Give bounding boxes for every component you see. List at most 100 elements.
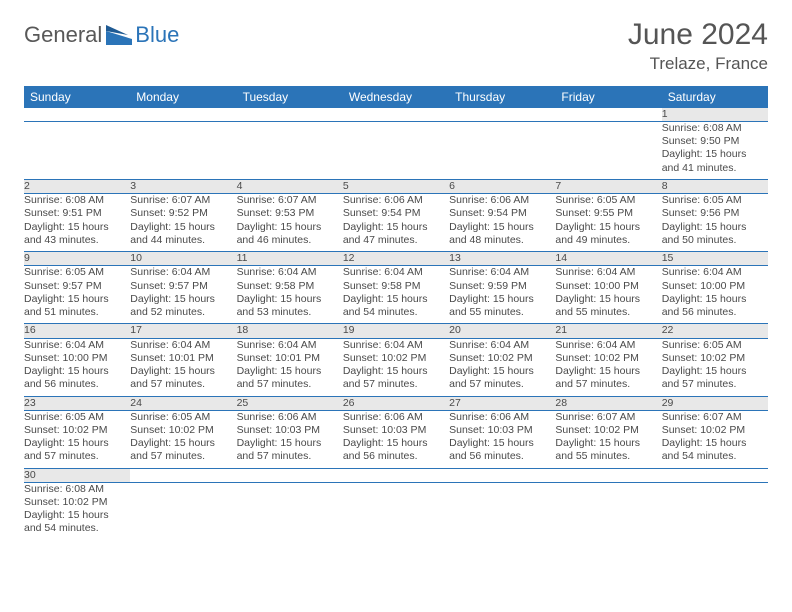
day-cell: Sunrise: 6:04 AMSunset: 9:57 PMDaylight:… [130, 266, 236, 324]
sunrise-text: Sunrise: 6:07 AM [130, 194, 236, 207]
daylight-text: and 54 minutes. [343, 306, 449, 319]
sunrise-text: Sunrise: 6:04 AM [343, 339, 449, 352]
sunrise-text: Sunrise: 6:07 AM [555, 411, 661, 424]
daylight-text: and 56 minutes. [449, 450, 555, 463]
sunrise-text: Sunrise: 6:04 AM [237, 266, 343, 279]
sunrise-text: Sunrise: 6:04 AM [449, 339, 555, 352]
day-number [662, 468, 768, 482]
daylight-text: and 44 minutes. [130, 234, 236, 247]
sunset-text: Sunset: 9:50 PM [662, 135, 768, 148]
day-number: 25 [237, 396, 343, 410]
daylight-text: Daylight: 15 hours [449, 221, 555, 234]
day-number: 13 [449, 252, 555, 266]
sunset-text: Sunset: 10:03 PM [449, 424, 555, 437]
day-cell: Sunrise: 6:04 AMSunset: 10:02 PMDaylight… [343, 338, 449, 396]
daylight-text: Daylight: 15 hours [24, 293, 130, 306]
daylight-text: Daylight: 15 hours [237, 221, 343, 234]
day-number: 23 [24, 396, 130, 410]
sunrise-text: Sunrise: 6:04 AM [662, 266, 768, 279]
sunset-text: Sunset: 9:51 PM [24, 207, 130, 220]
sunrise-text: Sunrise: 6:06 AM [237, 411, 343, 424]
title-block: June 2024 Trelaze, France [628, 18, 768, 74]
sunset-text: Sunset: 10:02 PM [555, 352, 661, 365]
day-cell [237, 122, 343, 180]
sunrise-text: Sunrise: 6:05 AM [24, 266, 130, 279]
sunrise-text: Sunrise: 6:07 AM [662, 411, 768, 424]
day-number: 9 [24, 252, 130, 266]
sunset-text: Sunset: 10:03 PM [343, 424, 449, 437]
day-number-row: 1 [24, 108, 768, 122]
day-detail-row: Sunrise: 6:08 AMSunset: 9:51 PMDaylight:… [24, 194, 768, 252]
day-cell [130, 122, 236, 180]
daylight-text: and 43 minutes. [24, 234, 130, 247]
sunrise-text: Sunrise: 6:05 AM [555, 194, 661, 207]
sunset-text: Sunset: 10:02 PM [343, 352, 449, 365]
day-number: 29 [662, 396, 768, 410]
day-detail-row: Sunrise: 6:08 AMSunset: 10:02 PMDaylight… [24, 482, 768, 540]
sunrise-text: Sunrise: 6:04 AM [130, 266, 236, 279]
sunrise-text: Sunrise: 6:04 AM [24, 339, 130, 352]
day-detail-row: Sunrise: 6:05 AMSunset: 10:02 PMDaylight… [24, 410, 768, 468]
day-cell: Sunrise: 6:06 AMSunset: 9:54 PMDaylight:… [343, 194, 449, 252]
sunset-text: Sunset: 9:55 PM [555, 207, 661, 220]
day-cell: Sunrise: 6:07 AMSunset: 9:53 PMDaylight:… [237, 194, 343, 252]
day-cell: Sunrise: 6:07 AMSunset: 9:52 PMDaylight:… [130, 194, 236, 252]
daylight-text: Daylight: 15 hours [130, 221, 236, 234]
sunrise-text: Sunrise: 6:04 AM [449, 266, 555, 279]
sunset-text: Sunset: 10:02 PM [555, 424, 661, 437]
day-cell [343, 122, 449, 180]
flag-icon [106, 25, 132, 45]
daylight-text: and 57 minutes. [449, 378, 555, 391]
day-cell: Sunrise: 6:04 AMSunset: 10:00 PMDaylight… [24, 338, 130, 396]
day-number [343, 108, 449, 122]
daylight-text: Daylight: 15 hours [662, 437, 768, 450]
sunset-text: Sunset: 9:58 PM [343, 280, 449, 293]
daylight-text: Daylight: 15 hours [449, 437, 555, 450]
daylight-text: Daylight: 15 hours [237, 365, 343, 378]
sunset-text: Sunset: 10:02 PM [662, 424, 768, 437]
brand-name-2: Blue [135, 24, 179, 46]
day-detail-row: Sunrise: 6:05 AMSunset: 9:57 PMDaylight:… [24, 266, 768, 324]
daylight-text: and 57 minutes. [237, 378, 343, 391]
day-number-row: 9101112131415 [24, 252, 768, 266]
day-number [449, 468, 555, 482]
sunrise-text: Sunrise: 6:07 AM [237, 194, 343, 207]
day-number: 3 [130, 180, 236, 194]
day-number: 16 [24, 324, 130, 338]
day-cell: Sunrise: 6:08 AMSunset: 10:02 PMDaylight… [24, 482, 130, 540]
sunset-text: Sunset: 9:58 PM [237, 280, 343, 293]
sunrise-text: Sunrise: 6:06 AM [449, 411, 555, 424]
sunset-text: Sunset: 10:01 PM [237, 352, 343, 365]
daylight-text: and 46 minutes. [237, 234, 343, 247]
daylight-text: Daylight: 15 hours [343, 437, 449, 450]
day-number [237, 108, 343, 122]
sunrise-text: Sunrise: 6:05 AM [24, 411, 130, 424]
daylight-text: Daylight: 15 hours [662, 293, 768, 306]
daylight-text: Daylight: 15 hours [237, 437, 343, 450]
sunrise-text: Sunrise: 6:04 AM [130, 339, 236, 352]
day-cell: Sunrise: 6:05 AMSunset: 9:57 PMDaylight:… [24, 266, 130, 324]
weekday-header: Thursday [449, 86, 555, 108]
daylight-text: and 51 minutes. [24, 306, 130, 319]
daylight-text: Daylight: 15 hours [555, 221, 661, 234]
sunset-text: Sunset: 10:02 PM [24, 424, 130, 437]
daylight-text: Daylight: 15 hours [237, 293, 343, 306]
sunrise-text: Sunrise: 6:04 AM [555, 266, 661, 279]
daylight-text: and 57 minutes. [130, 378, 236, 391]
day-cell: Sunrise: 6:04 AMSunset: 9:58 PMDaylight:… [343, 266, 449, 324]
daylight-text: and 54 minutes. [662, 450, 768, 463]
day-cell [449, 482, 555, 540]
daylight-text: and 57 minutes. [343, 378, 449, 391]
day-number: 5 [343, 180, 449, 194]
day-number: 22 [662, 324, 768, 338]
day-number: 28 [555, 396, 661, 410]
daylight-text: and 52 minutes. [130, 306, 236, 319]
daylight-text: and 53 minutes. [237, 306, 343, 319]
daylight-text: and 56 minutes. [662, 306, 768, 319]
daylight-text: and 57 minutes. [24, 450, 130, 463]
daylight-text: Daylight: 15 hours [662, 365, 768, 378]
sunrise-text: Sunrise: 6:04 AM [237, 339, 343, 352]
daylight-text: and 54 minutes. [24, 522, 130, 535]
day-cell [24, 122, 130, 180]
day-number-row: 30 [24, 468, 768, 482]
